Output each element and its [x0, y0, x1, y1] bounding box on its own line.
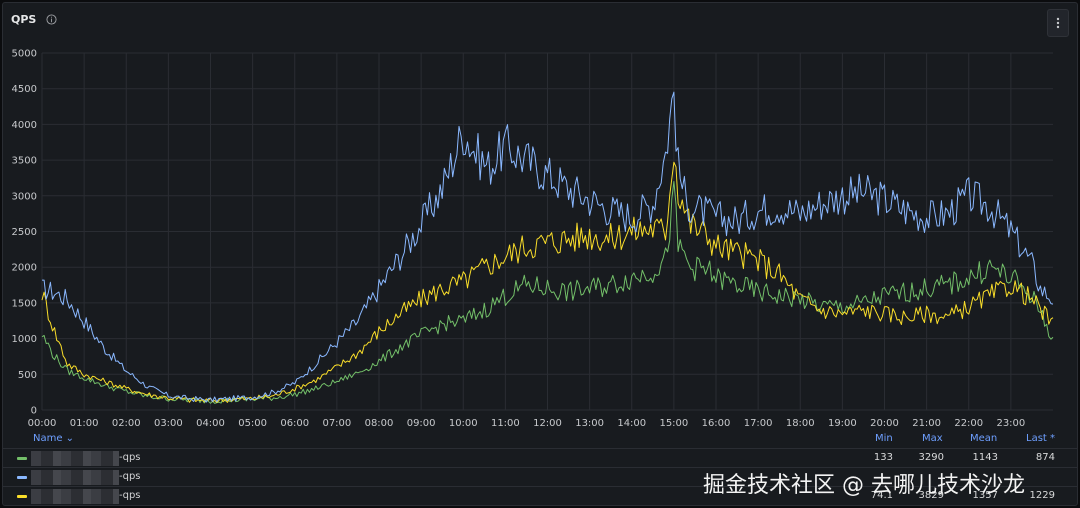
- x-tick-label: 10:00: [449, 418, 478, 429]
- legend-row-blue[interactable]: -qps: [3, 467, 1077, 487]
- x-tick-label: 16:00: [702, 418, 731, 429]
- info-icon[interactable]: [46, 14, 57, 25]
- legend-mean-value: 1143: [972, 452, 998, 463]
- x-tick-label: 02:00: [112, 418, 141, 429]
- legend-name-header[interactable]: Name ⌄: [33, 433, 75, 444]
- x-tick-label: 19:00: [828, 418, 857, 429]
- legend-max-value: 3290: [918, 452, 944, 463]
- y-tick-label: 1500: [12, 298, 37, 309]
- qps-time-series-chart[interactable]: 0 500 1000 1500 2000 2500 3000 3500 4000 4500 5000…: [3, 3, 1077, 431]
- series-name: -qps: [119, 471, 141, 482]
- legend-last-value: 1229: [1029, 490, 1055, 501]
- legend-row-yellow[interactable]: -qps 74.1 3829 1357 1229: [3, 486, 1077, 505]
- legend-last-header[interactable]: Last *: [1026, 433, 1056, 444]
- series-line[interactable]: [41, 181, 1054, 404]
- x-tick-label: 22:00: [954, 418, 983, 429]
- y-tick-label: 2000: [12, 263, 37, 274]
- y-tick-label: 3500: [12, 156, 37, 167]
- x-tick-label: 17:00: [744, 418, 773, 429]
- series-color-swatch: [17, 476, 27, 479]
- x-tick-label: 01:00: [70, 418, 99, 429]
- legend-header-row: Name ⌄ Min Max Mean Last *: [3, 431, 1077, 447]
- series-color-swatch: [17, 457, 27, 460]
- legend-min-value: 133: [873, 452, 893, 463]
- legend-min-header[interactable]: Min: [875, 433, 893, 444]
- x-tick-label: 14:00: [617, 418, 646, 429]
- vertical-dots-icon: [1056, 17, 1060, 29]
- redacted-series-name: [31, 489, 119, 504]
- redacted-series-name: [31, 470, 119, 485]
- legend-mean-value: 1357: [972, 490, 998, 501]
- y-tick-label: 1000: [12, 334, 37, 345]
- x-tick-label: 15:00: [659, 418, 688, 429]
- x-tick-label: 03:00: [154, 418, 183, 429]
- legend-max-value: 3829: [918, 490, 944, 501]
- x-tick-label: 09:00: [407, 418, 436, 429]
- y-tick-label: 500: [18, 370, 37, 381]
- legend-min-value: 74.1: [870, 490, 893, 501]
- panel-menu-button[interactable]: [1047, 9, 1069, 37]
- x-tick-label: 06:00: [280, 418, 309, 429]
- legend-max-header[interactable]: Max: [922, 433, 943, 444]
- legend-row-green[interactable]: -qps 133 3290 1143 874: [3, 448, 1077, 468]
- y-tick-label: 3000: [12, 191, 37, 202]
- x-tick-label: 12:00: [533, 418, 562, 429]
- panel-title: QPS: [11, 13, 37, 26]
- y-tick-label: 2500: [12, 227, 37, 238]
- panel-header: QPS: [3, 3, 1077, 37]
- series-line[interactable]: [42, 91, 1054, 403]
- x-tick-label: 00:00: [28, 418, 57, 429]
- series-color-swatch: [17, 495, 27, 498]
- x-tick-label: 08:00: [365, 418, 394, 429]
- x-tick-label: 07:00: [322, 418, 351, 429]
- y-tick-label: 4000: [12, 120, 37, 131]
- x-tick-label: 11:00: [491, 418, 520, 429]
- x-tick-label: 18:00: [786, 418, 815, 429]
- y-tick-label: 4500: [12, 84, 37, 95]
- legend-mean-header[interactable]: Mean: [970, 433, 998, 444]
- y-tick-label: 0: [31, 406, 37, 417]
- x-tick-label: 20:00: [870, 418, 899, 429]
- legend-last-value: 874: [1035, 452, 1055, 463]
- watermark-text: 掘金技术社区 @ 去哪儿技术沙龙: [703, 473, 1025, 498]
- y-tick-label: 5000: [12, 49, 37, 60]
- redacted-series-name: [31, 451, 119, 466]
- x-tick-label: 23:00: [996, 418, 1025, 429]
- series-name: -qps: [119, 452, 141, 463]
- legend-table: Name ⌄ Min Max Mean Last * -qps 133 3290…: [3, 431, 1077, 505]
- x-tick-label: 04:00: [196, 418, 225, 429]
- x-tick-label: 13:00: [575, 418, 604, 429]
- x-tick-label: 21:00: [912, 418, 941, 429]
- x-tick-label: 05:00: [238, 418, 267, 429]
- series-name: -qps: [119, 490, 141, 501]
